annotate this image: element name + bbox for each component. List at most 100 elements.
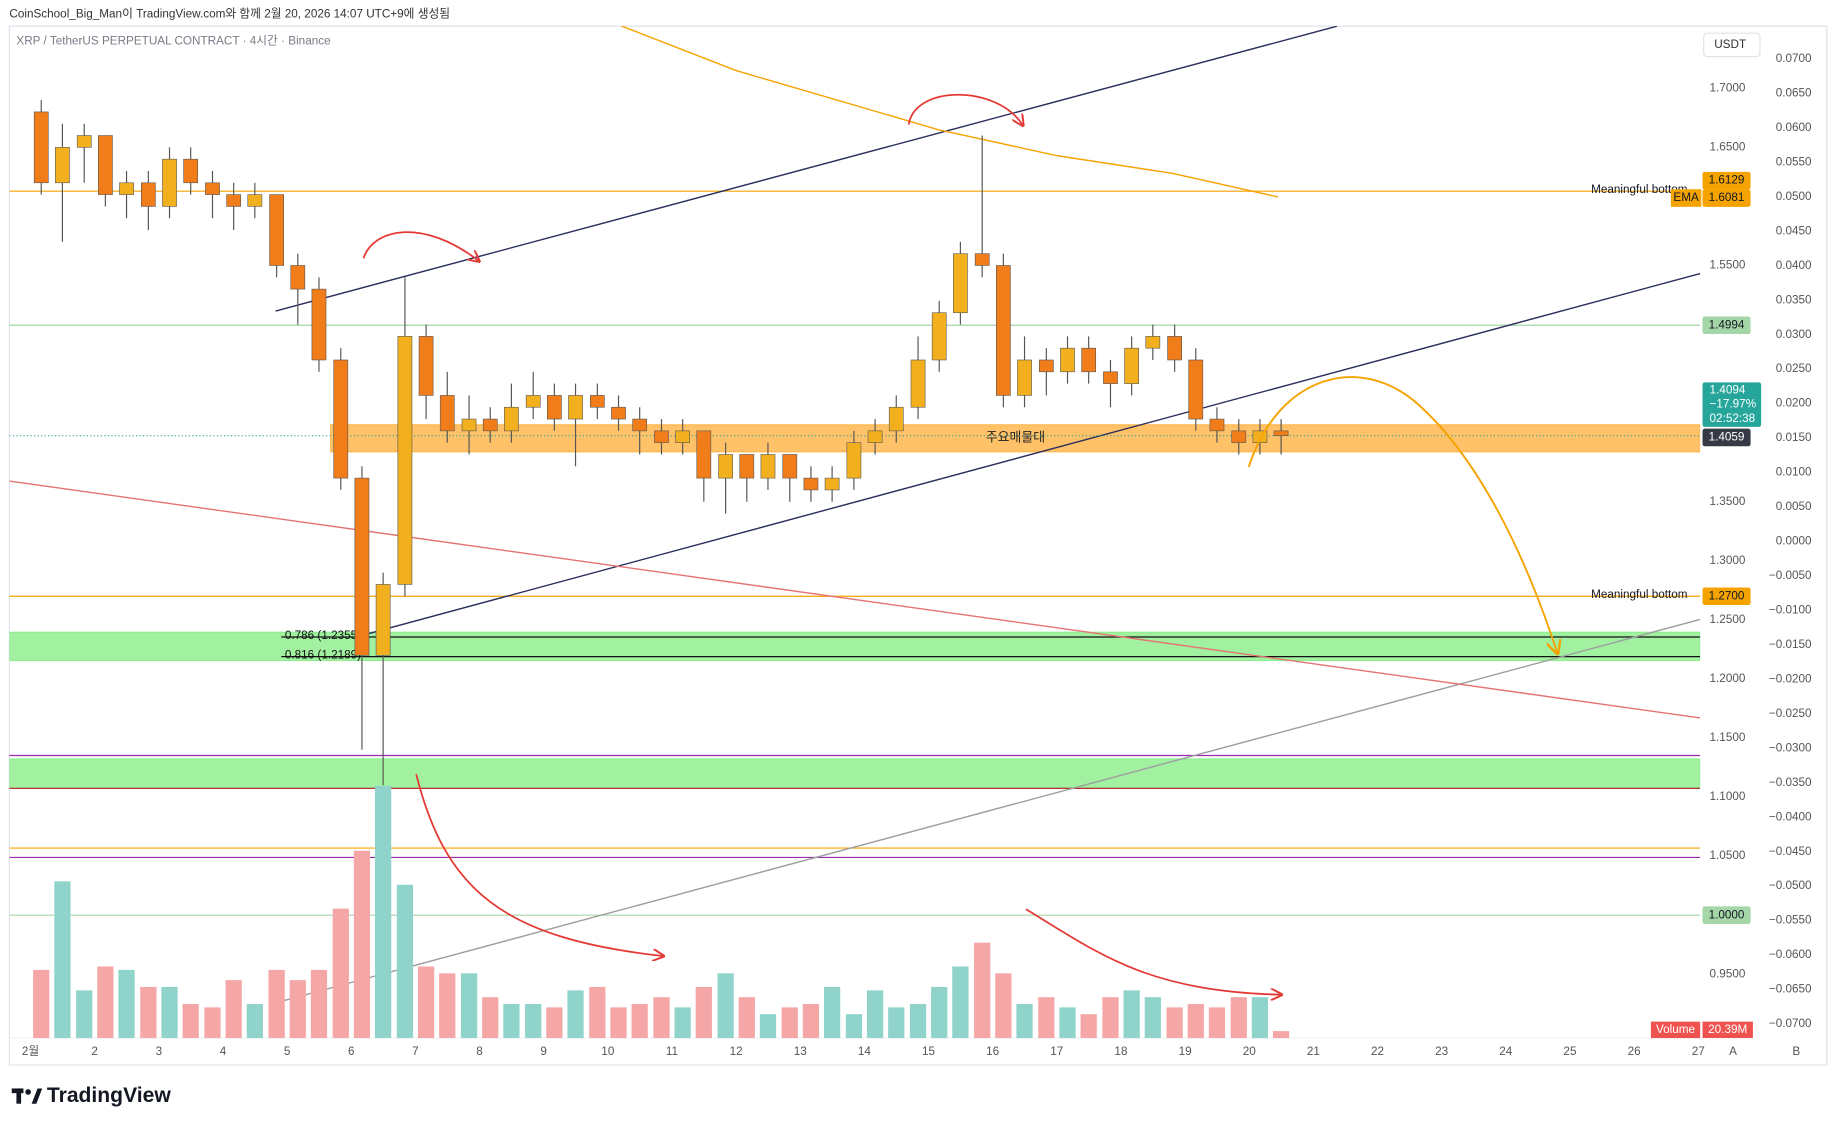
volume-name: Volume (1656, 1023, 1695, 1036)
y2-tick-label: 0.0500 (1776, 190, 1812, 203)
y2-tick-label: 0.0650 (1776, 87, 1812, 100)
volume-value: 20.39M (1708, 1023, 1747, 1036)
volume-bar (1016, 1003, 1033, 1039)
volume-bar (1102, 997, 1119, 1039)
x-tick-label: 24 (1499, 1045, 1513, 1058)
volume-bar (503, 1003, 520, 1039)
level-price-label: 1.6129 (1709, 174, 1745, 187)
y-tick-label: 1.2500 (1710, 613, 1746, 626)
candle-body (1231, 430, 1247, 443)
level-price-label-box (1702, 906, 1751, 924)
y2-tick-label: 0.0700 (1776, 52, 1812, 65)
axes: XRP / TetherUS PERPETUAL CONTRACT · 4시간 … (11, 32, 1812, 1107)
y2-tick-label: −0.0500 (1769, 879, 1812, 892)
volume-bar (97, 966, 114, 1039)
trend-line (275, 26, 1338, 312)
volume-bar (54, 881, 71, 1039)
countdown-price: 1.4094 (1710, 384, 1746, 397)
level-price-label: 1.0000 (1709, 908, 1745, 921)
candle-body (525, 395, 541, 408)
volume-bar (353, 850, 371, 1039)
y-tick-label: 1.2000 (1710, 672, 1746, 685)
y2-tick-label: 0.0550 (1776, 155, 1812, 168)
candle-body (888, 406, 904, 432)
candle-body (1103, 371, 1118, 384)
level-price-label: 1.2700 (1709, 589, 1745, 602)
y2-tick-label: −0.0300 (1769, 741, 1812, 754)
volume-bar (525, 1003, 542, 1039)
volume-bar (995, 973, 1012, 1039)
y2-tick-label: −0.0450 (1769, 845, 1812, 858)
level-text: Meaningful bottom (1591, 183, 1687, 196)
symbol-title: XRP / TetherUS PERPETUAL CONTRACT · 4시간 … (16, 34, 330, 47)
x-tick-label: 6 (348, 1045, 355, 1058)
candle-body (1038, 359, 1054, 373)
candle-body (654, 430, 669, 443)
candle-body (846, 442, 862, 479)
brand-logo (11, 1088, 43, 1104)
x-tick-label: 25 (1563, 1045, 1577, 1058)
trend-line (275, 618, 1701, 1004)
candle-body (996, 265, 1011, 396)
arrow (362, 231, 478, 261)
y-tick-label: 1.0500 (1710, 849, 1746, 862)
candle-body (226, 194, 242, 207)
volume-bar (866, 990, 884, 1039)
last-price-label: 1.4059 (1709, 431, 1745, 444)
y2-tick-label: −0.0250 (1769, 707, 1812, 720)
y2-tick-label: 0.0600 (1776, 121, 1812, 134)
trend-line (9, 480, 1701, 719)
candle-body (1081, 347, 1097, 373)
volume-bar (225, 980, 242, 1039)
candle-body (504, 406, 519, 432)
candle-body (568, 395, 583, 420)
volume-bar (1038, 997, 1055, 1039)
arrow (1025, 908, 1280, 995)
candle-body (119, 182, 134, 195)
candle-body (1167, 336, 1182, 361)
zone (330, 424, 1701, 453)
candle-body (269, 194, 284, 266)
candle-body (482, 418, 498, 432)
volume-bar (374, 785, 392, 1039)
volume-bar (909, 1003, 927, 1039)
candle-body (247, 194, 263, 207)
x-tick-label: 18 (1114, 1045, 1128, 1058)
y-tick-label: 1.7000 (1710, 81, 1746, 94)
x-tick-label: 22 (1371, 1045, 1384, 1058)
x-tick-label: 19 (1179, 1045, 1192, 1058)
scale-button[interactable]: B (1792, 1045, 1800, 1058)
y2-tick-label: 0.0150 (1776, 431, 1812, 444)
currency-box[interactable] (1703, 32, 1761, 58)
y2-tick-label: −0.0400 (1769, 810, 1812, 823)
x-tick-label: 15 (922, 1045, 936, 1058)
volume-bar (717, 973, 734, 1039)
volume-bar (439, 973, 456, 1039)
x-tick-label: 5 (284, 1045, 291, 1058)
volume-bar (931, 986, 948, 1039)
volume-bar (268, 969, 285, 1039)
volume-bar (653, 997, 670, 1039)
volume-bar (1123, 990, 1140, 1039)
candle-body (910, 359, 926, 408)
volume-bar (140, 986, 157, 1039)
candle-body (461, 418, 477, 432)
arrow (1247, 376, 1557, 652)
x-tick-label: 8 (476, 1045, 483, 1058)
scale-button[interactable]: A (1729, 1045, 1737, 1058)
volume-bar (974, 942, 991, 1039)
brand: TradingView (47, 1084, 171, 1107)
candle-body (1060, 347, 1075, 373)
x-tick-label: 21 (1307, 1045, 1320, 1058)
currency: USDT (1714, 38, 1746, 51)
candle-body (183, 158, 199, 184)
y2-tick-label: 0.0250 (1776, 362, 1812, 375)
y2-tick-label: −0.0200 (1769, 672, 1812, 685)
x-tick-label: 20 (1243, 1045, 1257, 1058)
level-price-label: 1.4994 (1709, 318, 1745, 331)
volume-value-box (1702, 1021, 1753, 1039)
y2-tick-label: 0.0350 (1776, 293, 1812, 306)
candle-body (1188, 359, 1204, 420)
